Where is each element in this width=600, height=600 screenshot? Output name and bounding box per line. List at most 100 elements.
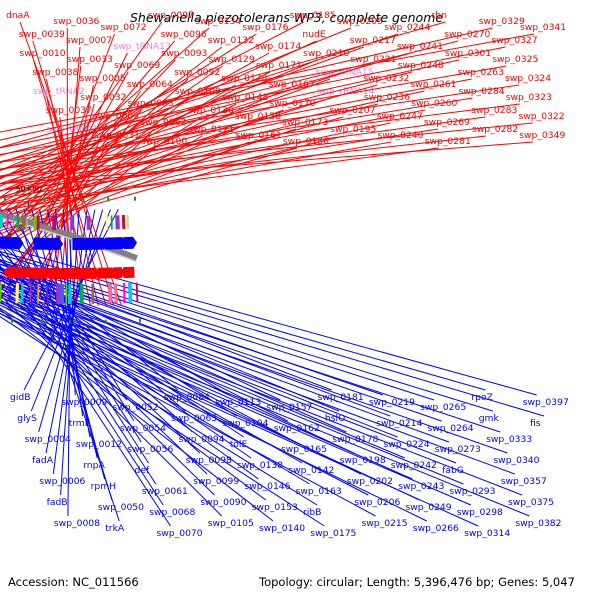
reverse-gene-label: swp_0140 (259, 523, 305, 534)
callout-line (0, 312, 428, 522)
callout-line (0, 294, 464, 485)
reverse-gene-label: gmk (479, 413, 500, 424)
callout-line (0, 71, 412, 178)
forward-gene-label: swp_0003 (93, 111, 139, 122)
forward-gene-label: swp_0324 (505, 73, 551, 84)
forward-gene-label: swp_0261 (410, 79, 456, 90)
reverse-cog-band (121, 215, 126, 230)
forward-gene-label: swp_0240 (377, 130, 423, 141)
reverse-gene-label: swp_0090 (200, 497, 246, 508)
forward-gene-label: swp_0038 (32, 67, 78, 78)
forward-gene-label: swp_0281 (425, 136, 471, 147)
reverse-gene-label: swp_0206 (354, 497, 400, 508)
forward-cog-band (37, 283, 40, 304)
reverse-gene-label: trmE (69, 418, 91, 429)
reverse-gene-label: swp_0219 (369, 397, 415, 408)
reverse-gene-label: fadB (47, 497, 68, 508)
track-dot (134, 196, 136, 201)
callout-line (0, 27, 210, 215)
callout-line (0, 97, 331, 205)
forward-cog-band (0, 282, 2, 303)
callout-line (0, 59, 176, 244)
reverse-gene-arrow (0, 236, 17, 249)
forward-gene-label: swp_0327 (492, 35, 538, 46)
callout-line (0, 109, 426, 192)
reverse-gene-label: gidB (10, 392, 31, 403)
backbone-ring (0, 211, 138, 262)
callout-line (0, 135, 203, 251)
forward-gene-label: swp_0260 (411, 98, 457, 109)
reverse-gene-arrow (12, 236, 24, 250)
callout-line (7, 208, 127, 401)
reverse-gene-label: swp_0008 (54, 518, 100, 529)
callout-line (0, 141, 534, 185)
callout-line (0, 261, 435, 401)
forward-cog-band (114, 283, 118, 304)
callout-line (0, 52, 412, 171)
forward-gene-arrow (24, 267, 38, 279)
forward-gene-label: swp_0195 (330, 124, 376, 135)
forward-gene-label: swp_0323 (506, 92, 552, 103)
forward-gene-label: swp_0217 (350, 35, 396, 46)
forward-gene-label: swp_0341 (520, 22, 566, 33)
forward-gene-label: swp_0161 (236, 130, 282, 141)
reverse-gene-label: glyS (17, 413, 37, 424)
reverse-gene-label: swp_0333 (486, 434, 532, 445)
forward-gene-label: swp_tRNA13 (113, 41, 171, 52)
forward-gene-label: swp_0174 (255, 41, 301, 52)
forward-gene-label: swp_0325 (492, 54, 538, 65)
reverse-gene-label: swp_0004 (25, 434, 71, 445)
reverse-cog-band (12, 214, 15, 229)
forward-gene-label: swp_0134 (195, 16, 241, 27)
track-dot (82, 197, 85, 202)
reverse-gene-label: rpmH (91, 481, 116, 492)
forward-gene-label: swp_0010 (20, 48, 66, 59)
forward-gene-label: swp_0062 (140, 117, 186, 128)
forward-gene-label: swp_0205 (337, 16, 383, 27)
reverse-gene-label: swp_0243 (398, 481, 444, 492)
reverse-gene-label: trkA (105, 523, 125, 534)
reverse-gene-label: swp_0162 (274, 423, 320, 434)
forward-gene-label: swp_tRNA2 (33, 86, 85, 97)
callout-line (0, 267, 237, 417)
reverse-gene-label: swp_0273 (435, 444, 481, 455)
forward-gene-label: swp_0037 (46, 105, 92, 116)
forward-cog-band (56, 283, 61, 304)
reverse-cog-band (105, 215, 109, 230)
callout-line (0, 97, 473, 177)
callout-line (0, 40, 459, 156)
forward-cog-band (79, 283, 84, 304)
track-dot (139, 318, 142, 323)
callout-line (0, 245, 537, 396)
reverse-gene-label: swp_0397 (523, 397, 569, 408)
forward-gene-label: swp_0069 (114, 60, 160, 71)
callout-line (0, 78, 472, 170)
forward-gene-arrow (57, 267, 82, 279)
callout-line (0, 283, 515, 475)
forward-gene-label: swp_0221 (350, 54, 396, 65)
forward-gene-label: swp_tRNA1 (47, 124, 99, 135)
forward-gene-arrow (44, 267, 61, 279)
forward-gene-label: swp_0167 (269, 79, 315, 90)
track-dot (104, 319, 107, 324)
forward-gene-label: swp_0241 (397, 41, 443, 52)
forward-gene-label: swp_0063 (128, 98, 174, 109)
callout-line (0, 302, 471, 506)
callout-line (0, 65, 507, 156)
forward-cog-band (15, 283, 20, 304)
reverse-gene-label: fis (530, 418, 541, 429)
reverse-gene-label: swp_0052 (113, 402, 159, 413)
reverse-gene-label: fabG (442, 465, 464, 476)
reverse-gene-label: swp_0265 (420, 402, 466, 413)
reverse-gene-label: swp_0249 (406, 502, 452, 513)
forward-gene-label: swp_0036 (53, 16, 99, 27)
forward-gene-label: swp_0093 (161, 48, 207, 59)
reverse-gene-label: swp_0242 (391, 460, 437, 471)
reverse-gene-label: tolE (230, 439, 248, 450)
callout-line (0, 147, 298, 232)
forward-gene-label: swp_0173 (282, 117, 328, 128)
reverse-cog-band (86, 215, 91, 230)
callout-line (0, 46, 223, 219)
reverse-cog-band (25, 215, 28, 230)
